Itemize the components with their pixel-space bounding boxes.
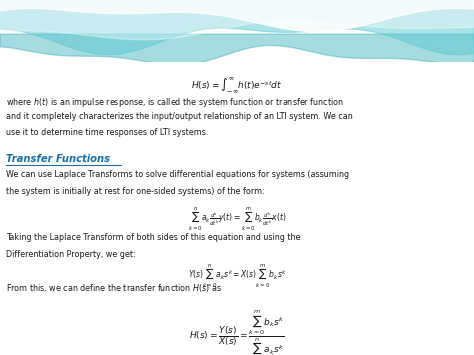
Text: and it completely characterizes the input/output relationship of an LTI system. : and it completely characterizes the inpu… bbox=[6, 112, 353, 121]
Text: $H(s) = \int_{-\infty}^{\infty} h(t)e^{-st}dt$: $H(s) = \int_{-\infty}^{\infty} h(t)e^{-… bbox=[191, 75, 283, 95]
Text: $H(s) = \dfrac{Y(s)}{X(s)} = \dfrac{\sum_{k=0}^{m} b_k s^k}{\sum_{k=0}^{n} a_k s: $H(s) = \dfrac{Y(s)}{X(s)} = \dfrac{\sum… bbox=[189, 308, 285, 355]
Text: $\sum_{k=0}^{n} a_k \frac{d^k}{dt^k}y(t) = \sum_{k=0}^{m} b_k \frac{d^k}{dt^k}x(: $\sum_{k=0}^{n} a_k \frac{d^k}{dt^k}y(t)… bbox=[188, 206, 286, 233]
Text: Taking the Laplace Transform of both sides of this equation and using the: Taking the Laplace Transform of both sid… bbox=[6, 234, 301, 242]
Text: use it to determine time responses of LTI systems.: use it to determine time responses of LT… bbox=[6, 128, 209, 137]
Text: Differentiation Property, we get:: Differentiation Property, we get: bbox=[6, 250, 136, 259]
Text: the system is initially at rest for one-sided systems) of the form:: the system is initially at rest for one-… bbox=[6, 187, 265, 196]
Text: where $h(t)$ is an impulse response, is called the system function or transfer f: where $h(t)$ is an impulse response, is … bbox=[6, 96, 344, 109]
Text: $Y(s)\sum_{k=0}^{n} a_k s^k = X(s)\sum_{k=0}^{m} b_k s^k$: $Y(s)\sum_{k=0}^{n} a_k s^k = X(s)\sum_{… bbox=[188, 263, 286, 290]
Text: Transfer Functions: Transfer Functions bbox=[6, 154, 110, 164]
Text: From this, we can define the transfer function $H(s)$ as: From this, we can define the transfer fu… bbox=[6, 282, 222, 294]
Text: We can use Laplace Transforms to solve differential equations for systems (assum: We can use Laplace Transforms to solve d… bbox=[6, 170, 349, 180]
